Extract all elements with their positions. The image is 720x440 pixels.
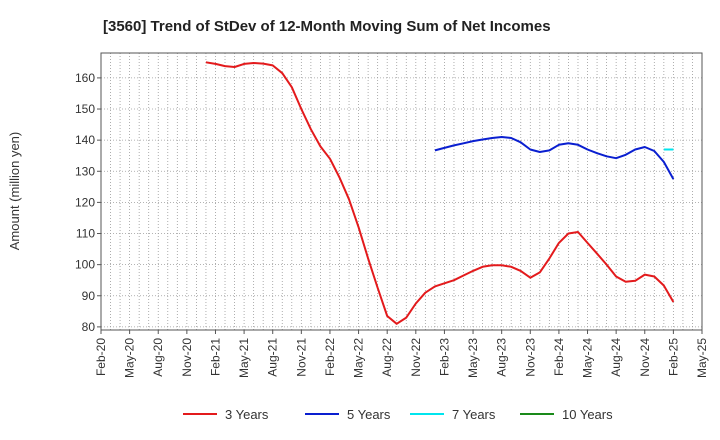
x-tick-label: Aug-21 — [266, 338, 280, 377]
y-tick-label: 150 — [75, 102, 95, 116]
x-tick-label: May-23 — [466, 338, 480, 378]
x-tick-label: Feb-23 — [437, 338, 451, 376]
series-line-5-years — [434, 136, 675, 180]
x-tick-label: Aug-24 — [609, 338, 623, 377]
grid — [101, 53, 702, 330]
chart-title: [3560] Trend of StDev of 12-Month Moving… — [103, 18, 551, 35]
x-tick-label: Feb-24 — [552, 338, 566, 376]
x-tick-label: May-24 — [581, 338, 595, 378]
x-tick-label: Aug-20 — [151, 338, 165, 377]
x-tick-label: Nov-23 — [523, 338, 537, 377]
x-tick-label: May-25 — [695, 338, 709, 378]
y-tick-label: 140 — [75, 133, 95, 147]
x-tick-label: Feb-21 — [208, 338, 222, 376]
y-tick-label: 90 — [82, 289, 96, 303]
legend-label: 10 Years — [562, 407, 613, 422]
x-tick-label: Feb-20 — [94, 338, 108, 376]
x-tick-label: Nov-22 — [409, 338, 423, 377]
y-tick-label: 80 — [82, 320, 96, 334]
legend-label: 7 Years — [452, 407, 496, 422]
y-axis: 80 90 100 110 120 130 140 150 160 — [75, 71, 101, 334]
y-tick-label: 120 — [75, 195, 95, 209]
x-tick-label: May-20 — [123, 338, 137, 378]
series-line-3-years — [205, 61, 675, 325]
x-tick-label: Nov-20 — [180, 338, 194, 377]
x-tick-label: Nov-21 — [294, 338, 308, 377]
x-tick-label: Aug-22 — [380, 338, 394, 377]
x-tick-label: Feb-22 — [323, 338, 337, 376]
legend: 3 Years 5 Years 7 Years 10 Years — [183, 407, 613, 422]
legend-label: 5 Years — [347, 407, 391, 422]
x-axis: Feb-20 May-20 Aug-20 Nov-20 Feb-21 May-21 Aug-… — [94, 330, 709, 378]
y-axis-label: Amount (million yen) — [7, 132, 22, 251]
legend-label: 3 Years — [225, 407, 269, 422]
x-tick-label: May-22 — [352, 338, 366, 378]
x-tick-label: Aug-23 — [495, 338, 509, 377]
x-tick-label: Feb-25 — [666, 338, 680, 376]
y-tick-label: 100 — [75, 258, 95, 272]
y-tick-label: 160 — [75, 71, 95, 85]
y-tick-label: 130 — [75, 164, 95, 178]
series-group — [205, 61, 675, 325]
x-tick-label: Nov-24 — [638, 338, 652, 377]
y-tick-label: 110 — [76, 227, 95, 241]
x-tick-label: May-21 — [237, 338, 251, 378]
plot-frame — [100, 52, 703, 331]
